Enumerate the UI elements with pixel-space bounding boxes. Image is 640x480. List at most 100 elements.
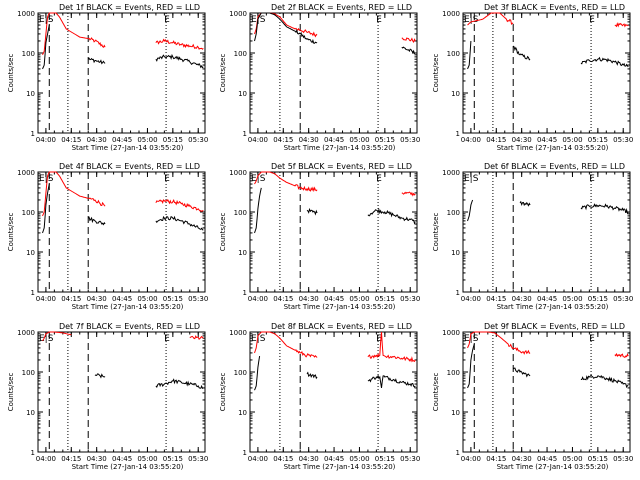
x-tick-label: 04:30 [512, 136, 532, 144]
x-tick-label: 04:15 [486, 295, 506, 303]
marker-label-es: E|S [464, 334, 479, 344]
y-tick-label: 1 [31, 289, 35, 297]
y-tick-label: 100 [234, 369, 247, 377]
marker-label-es: E|S [464, 174, 479, 184]
y-tick-label: 100 [447, 50, 460, 58]
y-tick-label: 100 [447, 369, 460, 377]
panel-det-8: Det 8f BLACK = Events, RED = LLD Counts/s… [219, 322, 420, 471]
panel-title: Det 1f BLACK = Events, RED = LLD [59, 3, 200, 12]
y-tick-label: 100 [234, 209, 247, 217]
panel-det-1: Det 1f BLACK = Events, RED = LLD Counts/s… [7, 3, 208, 152]
plot-frame [462, 171, 631, 293]
x-tick-label: 05:30 [613, 455, 633, 463]
x-axis-label: Start Time (27-Jan-14 03:55:20) [72, 303, 184, 311]
x-axis-label: Start Time (27-Jan-14 03:55:20) [72, 463, 184, 471]
x-tick-label: 05:15 [588, 136, 608, 144]
marker-label-e: E [164, 334, 170, 344]
x-tick-label: 04:45 [537, 455, 557, 463]
marker-label-e: E [376, 15, 382, 25]
series-lld-line [254, 331, 416, 363]
x-axis-label: Start Time (27-Jan-14 03:55:20) [72, 144, 184, 152]
x-tick-label: 04:45 [324, 136, 344, 144]
y-tick-label: 1000 [229, 10, 247, 18]
y-tick-label: 1000 [229, 329, 247, 337]
plot-frame [37, 171, 206, 293]
y-tick-label: 1 [243, 130, 247, 138]
x-tick-label: 04:15 [273, 136, 293, 144]
y-axis-label: Counts/sec [7, 213, 15, 252]
x-axis-label: Start Time (27-Jan-14 03:55:20) [284, 303, 396, 311]
x-tick-label: 05:30 [188, 295, 208, 303]
x-tick-label: 05:00 [349, 295, 369, 303]
x-tick-label: 05:15 [163, 136, 183, 144]
y-tick-label: 1000 [17, 10, 35, 18]
x-tick-label: 05:30 [613, 295, 633, 303]
x-tick-label: 05:15 [588, 295, 608, 303]
plot-frame [249, 12, 418, 134]
y-tick-label: 1 [243, 449, 247, 457]
y-tick-label: 100 [447, 209, 460, 217]
series-events-line [42, 183, 204, 234]
panel-title: Det 6f BLACK = Events, RED = LLD [484, 162, 625, 171]
series-lld-line [467, 12, 629, 28]
x-axis-label: Start Time (27-Jan-14 03:55:20) [284, 144, 396, 152]
y-tick-label: 100 [22, 369, 35, 377]
y-axis-label: Counts/sec [432, 213, 440, 252]
series-lld-line [42, 12, 204, 56]
marker-label-es: E|S [39, 334, 54, 344]
x-tick-label: 05:30 [400, 136, 420, 144]
plot-frame [37, 331, 206, 453]
x-tick-label: 05:30 [400, 295, 420, 303]
panel-title: Det 4f BLACK = Events, RED = LLD [59, 162, 200, 171]
marker-label-e: E [589, 334, 595, 344]
x-tick-label: 05:30 [400, 455, 420, 463]
plot-frame [37, 12, 206, 134]
panel-title: Det 7f BLACK = Events, RED = LLD [59, 322, 200, 331]
series-events-line [467, 40, 629, 70]
x-tick-label: 04:45 [112, 455, 132, 463]
marker-label-e: E [589, 15, 595, 25]
x-tick-label: 05:15 [375, 455, 395, 463]
y-tick-label: 1000 [229, 169, 247, 177]
x-tick-label: 04:00 [248, 295, 268, 303]
y-tick-label: 1000 [442, 10, 460, 18]
series-events-line [94, 373, 204, 389]
panel-det-3: Det 3f BLACK = Events, RED = LLD Counts/s… [432, 3, 633, 152]
panel-det-4: Det 4f BLACK = Events, RED = LLD Counts/s… [7, 162, 208, 311]
y-axis-label: Counts/sec [432, 54, 440, 93]
x-tick-label: 05:15 [375, 136, 395, 144]
panel-title: Det 9f BLACK = Events, RED = LLD [484, 322, 625, 331]
plot-frame [249, 331, 418, 453]
marker-label-es: E|S [464, 15, 479, 25]
x-tick-label: 05:15 [375, 295, 395, 303]
y-tick-label: 10 [238, 249, 247, 257]
y-tick-label: 10 [451, 249, 460, 257]
series-lld-line [42, 331, 204, 342]
y-tick-label: 10 [451, 409, 460, 417]
x-tick-label: 04:15 [273, 455, 293, 463]
series-lld-line [254, 171, 416, 197]
plot-frame [462, 331, 631, 453]
marker-label-es: E|S [251, 174, 266, 184]
y-axis-label: Counts/sec [432, 373, 440, 412]
x-tick-label: 04:00 [36, 455, 56, 463]
y-tick-label: 1 [456, 289, 460, 297]
series-lld-line [42, 171, 204, 217]
x-tick-label: 05:30 [613, 136, 633, 144]
x-tick-label: 05:00 [562, 455, 582, 463]
panel-det-5: Det 5f BLACK = Events, RED = LLD Counts/s… [219, 162, 420, 311]
y-axis-label: Counts/sec [219, 54, 227, 93]
x-tick-label: 04:45 [537, 295, 557, 303]
plot-frame [249, 171, 418, 293]
x-tick-label: 05:00 [349, 455, 369, 463]
panel-title: Det 5f BLACK = Events, RED = LLD [271, 162, 412, 171]
marker-label-es: E|S [251, 15, 266, 25]
series-events-line [42, 24, 204, 70]
y-tick-label: 1 [31, 449, 35, 457]
marker-label-e: E [376, 174, 382, 184]
y-tick-label: 100 [22, 209, 35, 217]
panel-title: Det 3f BLACK = Events, RED = LLD [484, 3, 625, 12]
x-tick-label: 05:00 [137, 136, 157, 144]
y-tick-label: 1000 [442, 329, 460, 337]
panel-det-9: Det 9f BLACK = Events, RED = LLD Counts/s… [432, 322, 633, 471]
